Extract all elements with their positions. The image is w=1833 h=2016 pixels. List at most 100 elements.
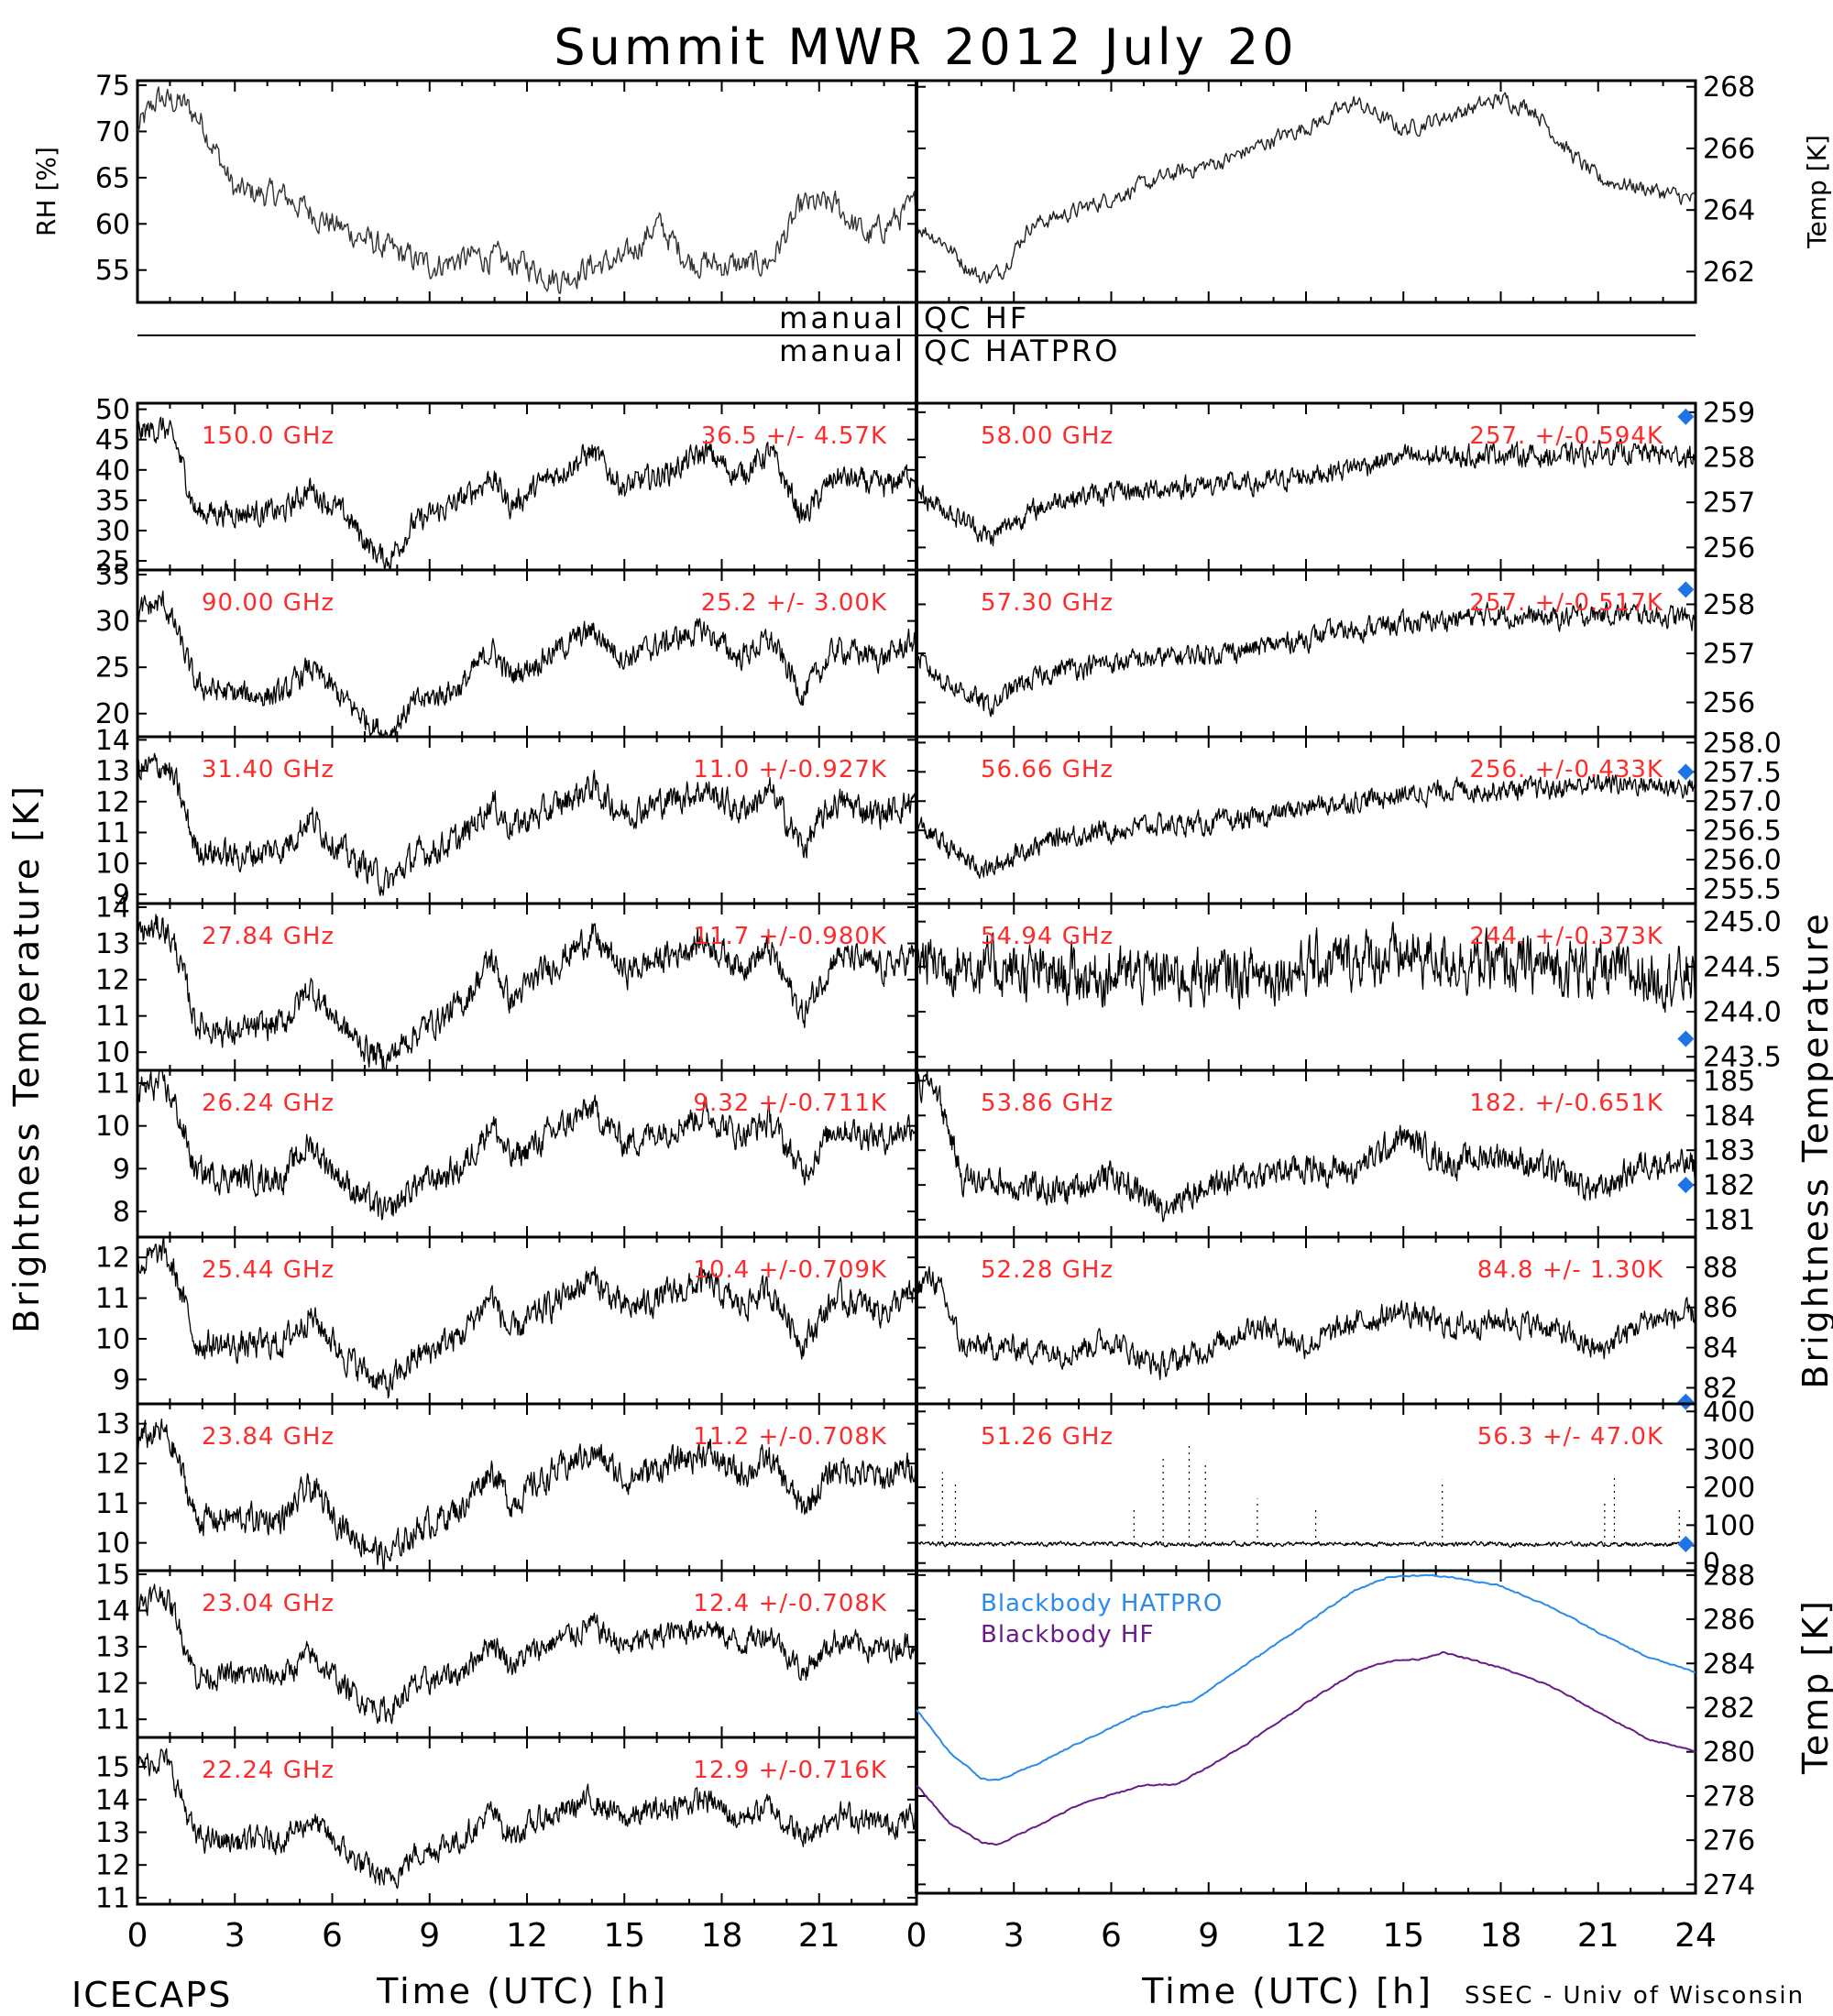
x-tick-label-right: 9: [1198, 1917, 1219, 1955]
right-axis-ytick-label: 255.5: [1703, 874, 1782, 906]
left-axis-ytick-label: 11: [95, 1704, 130, 1737]
left-series-line: [137, 1583, 917, 1725]
left-series-line: [137, 1069, 917, 1221]
x-axes: 0 3 6 9 12 15 18 21 0 3 6 9 12 15 18 21 24: [127, 1917, 1717, 1955]
right-axis-ytick-label: 200: [1703, 1473, 1755, 1505]
channel-stat-label: 12.9 +/-0.716K: [693, 1757, 887, 1784]
x-tick-label-left: 18: [701, 1917, 743, 1955]
right-axis-ytick-label: 182: [1703, 1170, 1755, 1202]
left-axis-ytick-label: 45: [95, 424, 130, 456]
rh-axis-ytick-label: 70: [95, 116, 130, 148]
left-axis-ytick-label: 13: [95, 1632, 130, 1664]
channel-frequency-label: 23.84 GHz: [202, 1423, 335, 1451]
qc-hatpro-left-label: manual: [779, 334, 906, 368]
sounding-marker: [1677, 581, 1695, 598]
left-panel-4: 8 9 10 11 26.24 GHz 9.32 +/-0.711K: [95, 1068, 918, 1239]
qc-section: manual QC HF manual QC HATPRO: [137, 81, 1696, 1893]
right-axis-ytick-label: 256: [1703, 687, 1755, 719]
x-tick-label-left: 9: [419, 1917, 440, 1955]
right-series-line: [916, 1265, 1696, 1381]
left-axis-ytick-label: 50: [95, 394, 130, 426]
channel-stat-label: 257. +/-0.517K: [1469, 589, 1663, 617]
temp-axis-label: Temp [K]: [1802, 135, 1832, 249]
rh-axis-ytick-label: 60: [95, 209, 130, 241]
left-panel-1: 20 25 30 35 90.00 GHz 25.2 +/- 3.00K: [95, 560, 918, 739]
temp-axis-ytick-label: 268: [1703, 71, 1755, 104]
channel-frequency-label: 53.86 GHz: [981, 1090, 1114, 1117]
left-axis-ytick-label: 11: [95, 817, 130, 849]
channel-frequency-label: 26.24 GHz: [202, 1090, 335, 1117]
channel-frequency-label: 27.84 GHz: [202, 923, 335, 950]
left-series-line: [137, 1419, 917, 1572]
blackbody-legend-label: Blackbody HATPRO: [981, 1590, 1223, 1617]
right-axis-ytick-label: 258.0: [1703, 728, 1782, 760]
left-panel-3: 10 11 12 13 14 27.84 GHz 11.7 +/-0.980K: [95, 892, 918, 1072]
left-series-line: [137, 590, 917, 738]
blackbody-legend-label: Blackbody HF: [981, 1621, 1154, 1649]
figure-title: Summit MWR 2012 July 20: [554, 18, 1297, 76]
sounding-marker: [1677, 1030, 1695, 1047]
left-axis-ytick-label: 14: [95, 892, 130, 924]
right-axis-ytick-label: 257.0: [1703, 786, 1782, 818]
left-series-line: [137, 1748, 917, 1890]
channel-stat-label: 11.2 +/-0.708K: [693, 1423, 887, 1451]
right-axis-ytick-label: 257: [1703, 639, 1755, 671]
left-axis-ytick-label: 12: [95, 1668, 130, 1700]
channel-stat-label: 257. +/-0.594K: [1469, 422, 1663, 450]
left-axis-ytick-label: 11: [95, 1283, 130, 1315]
blackbody-series-line: [916, 1650, 1696, 1846]
right-series-line: [916, 601, 1696, 718]
left-axis-ytick-label: 8: [113, 1197, 130, 1229]
right-series-line: [916, 921, 1696, 1013]
channel-stat-label: 84.8 +/- 1.30K: [1477, 1256, 1663, 1284]
left-axis-ytick-label: 12: [95, 1850, 130, 1882]
right-axis-ytick-label: 257.5: [1703, 757, 1782, 789]
temp-series-line: [916, 92, 1696, 284]
temp-axis-ytick-label: 262: [1703, 257, 1755, 289]
blackbody-axis-ytick-label: 278: [1703, 1780, 1755, 1813]
left-axis-ytick-label: 11: [95, 1488, 130, 1520]
channel-frequency-label: 57.30 GHz: [981, 589, 1114, 617]
left-axis-ytick-label: 9: [113, 1154, 130, 1186]
right-panel-0: 256 257 258 259 58.00 GHz 257. +/-0.594K: [915, 397, 1755, 572]
channel-stat-label: 256. +/-0.433K: [1469, 756, 1663, 783]
rh-axis-ytick-label: 75: [95, 71, 130, 103]
x-tick-label-right: 6: [1101, 1917, 1122, 1955]
qc-hf-right-label: QC HF: [924, 301, 1029, 335]
blackbody-axis-ytick-label: 284: [1703, 1649, 1755, 1681]
blackbody-axis-ytick-label: 286: [1703, 1605, 1755, 1637]
meteorology-panels: 55 60 65 70 75 262 264 266 268 RH [%] Temp [K]: [31, 71, 1832, 304]
right-axis-ytick-label: 86: [1703, 1292, 1738, 1324]
channel-stat-label: 11.0 +/-0.927K: [693, 756, 887, 783]
sounding-marker: [1677, 1177, 1695, 1194]
right-axis-ytick-label: 100: [1703, 1510, 1755, 1542]
left-axis-ytick-label: 13: [95, 1817, 130, 1849]
left-axis-ytick-label: 12: [95, 1243, 130, 1275]
right-panel-5: 82 84 86 88 52.28 GHz 84.8 +/- 1.30K: [915, 1235, 1738, 1410]
channel-stat-label: 12.4 +/-0.708K: [693, 1590, 887, 1617]
rh-axis-label: RH [%]: [31, 147, 61, 236]
channel-frequency-label: 58.00 GHz: [981, 422, 1114, 450]
left-axis-ytick-label: 25: [95, 546, 130, 578]
right-axis-ytick-label: 84: [1703, 1332, 1738, 1364]
left-axis-ytick-label: 10: [95, 1111, 130, 1143]
right-axis-ytick-label: 88: [1703, 1252, 1738, 1284]
left-axis-ytick-label: 25: [95, 652, 130, 685]
qc-hf-left-label: manual: [779, 301, 906, 335]
channel-stat-label: 11.7 +/-0.980K: [693, 923, 887, 950]
channel-frequency-label: 51.26 GHz: [981, 1423, 1114, 1451]
right-axis-ytick-label: 257: [1703, 488, 1755, 520]
right-panel-3: 243.5 244.0 244.5 245.0 54.94 GHz 244. +/-0.3…: [915, 902, 1782, 1074]
channel-frequency-label: 25.44 GHz: [202, 1256, 335, 1284]
x-tick-label-left: 0: [127, 1917, 148, 1955]
right-axis-ytick-label: 400: [1703, 1397, 1755, 1429]
x-tick-label-left: 21: [798, 1917, 840, 1955]
right-axis-ytick-label: 0: [1703, 1548, 1720, 1580]
channel-frequency-label: 31.40 GHz: [202, 756, 335, 783]
temp-axis-ytick-label: 266: [1703, 133, 1755, 165]
right-series-line: [916, 1539, 1696, 1549]
